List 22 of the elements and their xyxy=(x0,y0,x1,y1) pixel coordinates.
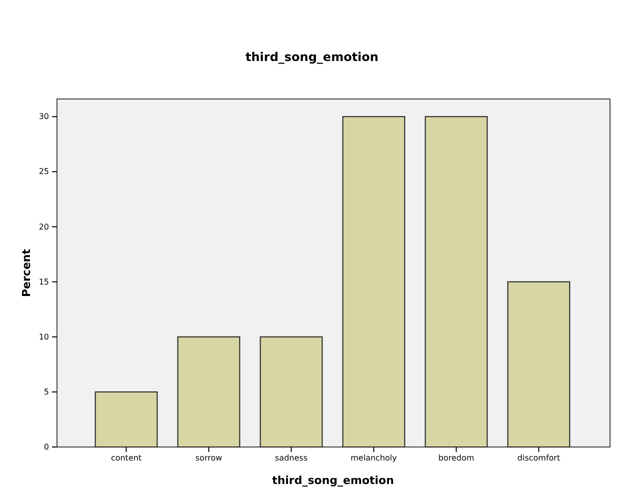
x-tick-label: sorrow xyxy=(195,454,223,463)
y-tick-label: 10 xyxy=(38,332,49,342)
y-tick-label: 30 xyxy=(38,112,49,122)
y-axis-title: Percent xyxy=(20,248,33,298)
x-tick-label: melancholy xyxy=(350,454,398,463)
chart-title: third_song_emotion xyxy=(246,50,378,64)
y-tick-label: 25 xyxy=(38,167,49,176)
x-tick-label: content xyxy=(110,454,142,463)
bar xyxy=(507,281,570,448)
y-tick-label: 0 xyxy=(44,442,49,452)
y-tick-label: 20 xyxy=(38,222,49,232)
x-tick-label: boredom xyxy=(438,454,474,463)
y-tick-label: 15 xyxy=(38,277,49,286)
x-tick-label: sadness xyxy=(275,454,308,463)
bar xyxy=(177,336,240,448)
y-tick-label: 5 xyxy=(44,387,49,396)
bar xyxy=(342,116,406,448)
bar xyxy=(94,391,158,448)
bar xyxy=(260,336,323,448)
x-tick-label: discomfort xyxy=(517,454,560,463)
bar xyxy=(424,116,488,448)
x-axis-title: third_song_emotion xyxy=(272,474,394,487)
